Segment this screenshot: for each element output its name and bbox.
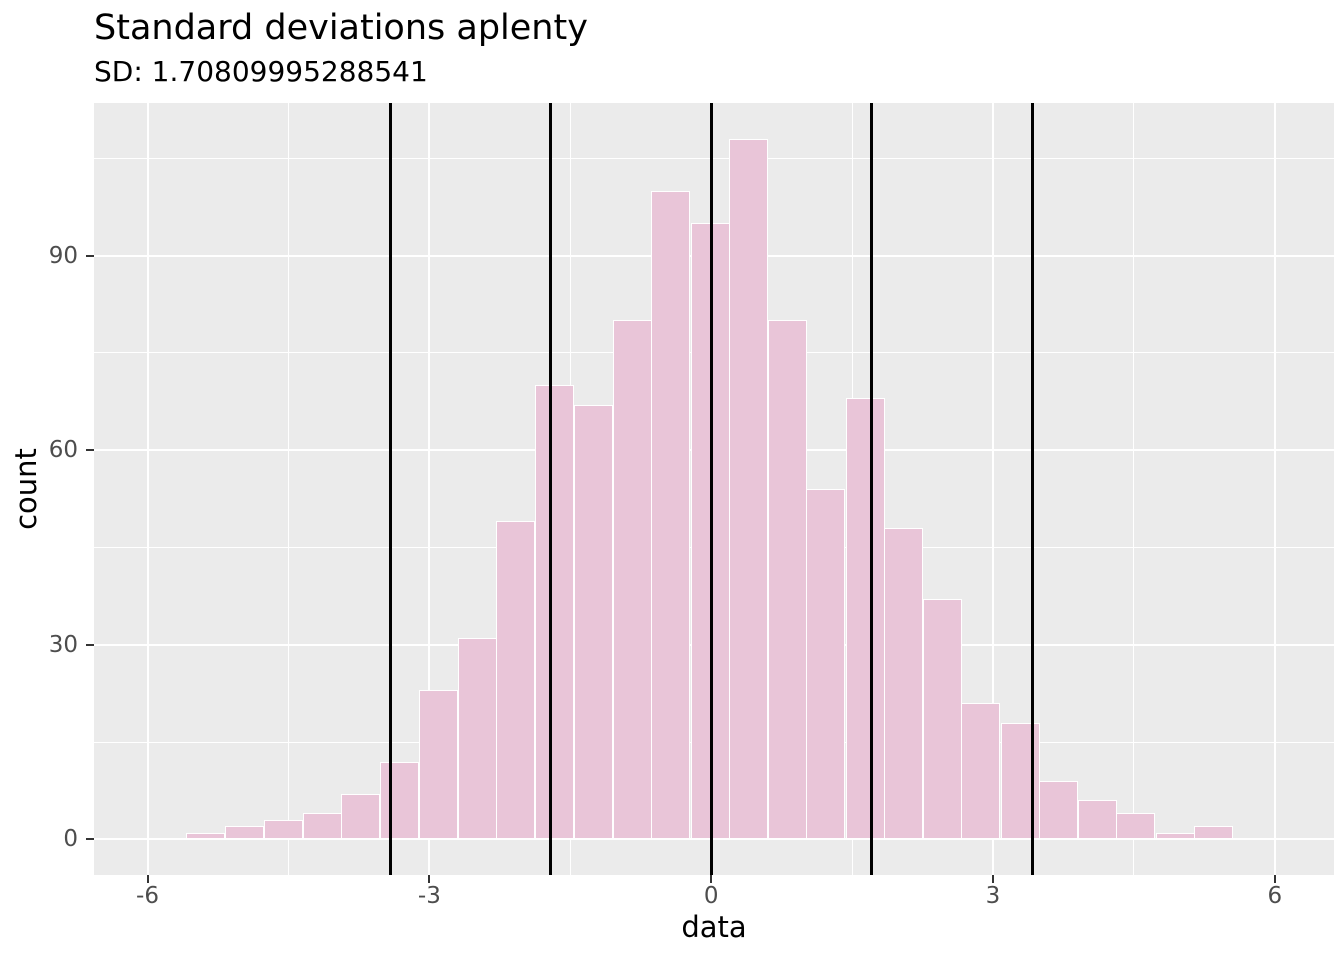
histogram-bar: [961, 703, 1001, 840]
histogram-bar: [1194, 826, 1234, 840]
histogram-bar: [651, 190, 691, 840]
histogram-bar: [612, 320, 652, 840]
histogram-bar: [379, 761, 419, 840]
x-axis-title: data: [681, 910, 747, 944]
x-major-gridline: [992, 103, 994, 875]
y-tick-mark: [86, 838, 94, 841]
x-tick-label: -3: [417, 883, 441, 909]
x-tick-label: -6: [136, 883, 159, 909]
sd-vline: [870, 103, 874, 875]
sd-vline: [388, 103, 392, 875]
y-tick-mark: [86, 254, 94, 257]
y-tick-label: 60: [48, 437, 78, 464]
histogram-bar: [1077, 800, 1117, 840]
x-major-gridline: [428, 103, 431, 875]
x-major-gridline: [146, 103, 149, 875]
x-minor-gridline: [1133, 103, 1135, 875]
bar-layer: [94, 103, 1334, 875]
histogram-bar: [496, 521, 536, 840]
histogram-bar: [806, 489, 846, 840]
x-tick-label: 3: [985, 883, 1001, 909]
histogram-bar: [922, 599, 962, 840]
histogram-bar: [186, 832, 226, 840]
sd-vline: [1030, 103, 1034, 875]
histogram-bar: [534, 385, 574, 840]
sd-vline: [709, 103, 713, 875]
chart-title: Standard deviations aplenty: [94, 8, 588, 48]
y-tick-mark: [86, 449, 94, 452]
x-tick-mark: [428, 875, 431, 883]
histogram-bar: [341, 793, 381, 840]
y-tick-mark: [86, 643, 94, 646]
histogram-bar: [574, 404, 614, 840]
histogram-bar: [419, 690, 459, 840]
y-minor-gridline: [94, 157, 1334, 159]
histogram-bar: [1116, 813, 1156, 840]
x-tick-label: 6: [1267, 883, 1283, 909]
y-tick-label: 0: [63, 826, 78, 853]
histogram-bar: [1155, 832, 1195, 840]
y-axis-title: count: [9, 448, 43, 530]
x-tick-mark: [992, 875, 994, 883]
histogram-bar: [224, 826, 264, 840]
histogram-bar: [302, 813, 342, 840]
histogram-bar: [264, 819, 304, 840]
histogram-bar: [1039, 780, 1079, 840]
vline-layer: [94, 103, 1334, 875]
histogram-bar: [845, 398, 885, 840]
x-tick-mark: [1273, 875, 1276, 883]
histogram-bar: [457, 638, 497, 840]
histogram-bar: [767, 320, 807, 840]
x-minor-gridline: [288, 103, 289, 875]
chart-subtitle: SD: 1.70809995288541: [94, 55, 428, 88]
x-tick-mark: [710, 875, 713, 883]
sd-vline: [549, 103, 553, 875]
plot-panel: [94, 103, 1334, 875]
x-tick-mark: [146, 875, 149, 883]
histogram-bar: [884, 527, 924, 840]
x-tick-label: 0: [703, 883, 719, 909]
y-major-gridline: [94, 838, 1334, 841]
histogram-bar: [729, 138, 769, 840]
x-major-gridline: [1273, 103, 1276, 875]
y-tick-label: 90: [48, 242, 78, 269]
y-tick-label: 30: [48, 631, 78, 658]
